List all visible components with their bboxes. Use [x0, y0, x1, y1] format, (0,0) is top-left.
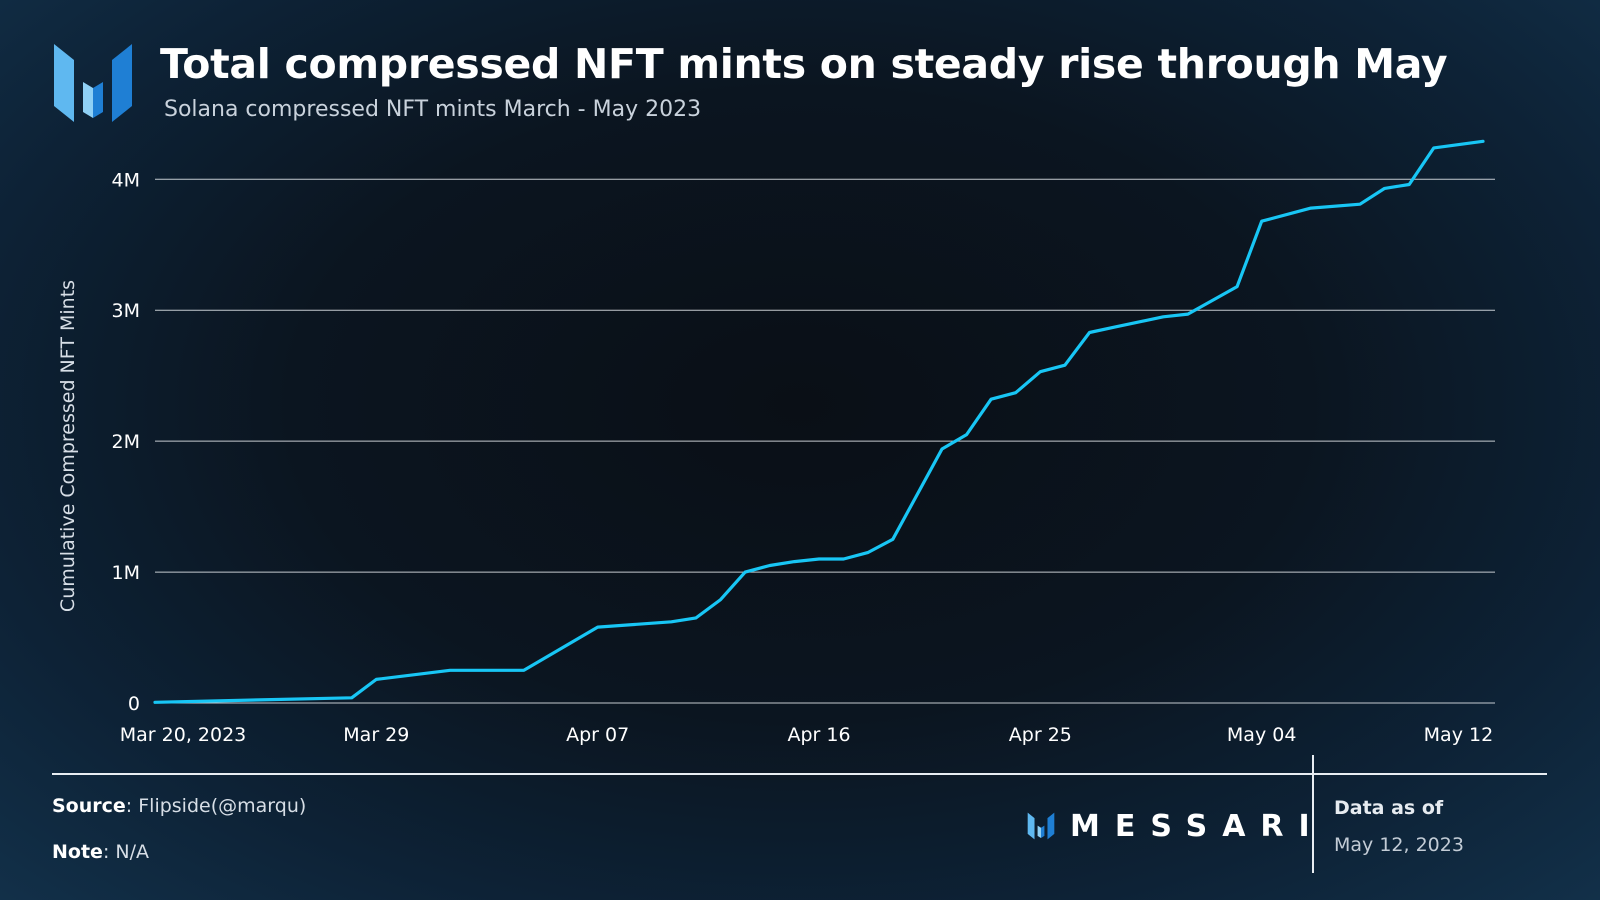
y-tick-label: 0	[128, 693, 140, 715]
y-axis-label: Cumulative Compressed NFT Mints	[57, 280, 79, 612]
x-tick-label: May 12	[1424, 724, 1494, 746]
x-tick-label: Apr 25	[1009, 724, 1072, 746]
messari-brand-name: MESSARI	[1070, 808, 1325, 844]
footer-vertical-divider	[1312, 755, 1314, 873]
series-line	[153, 139, 1485, 704]
source-label: Source	[52, 795, 126, 817]
gridlines	[155, 178, 1495, 704]
note-value: : N/A	[102, 841, 149, 863]
note-label: Note	[52, 841, 103, 863]
y-tick-label: 3M	[112, 300, 140, 322]
note-line: Note: N/A	[52, 841, 149, 863]
x-tick-label: Apr 07	[566, 724, 629, 746]
y-tick-label: 4M	[112, 169, 140, 191]
x-tick-label: Mar 20, 2023	[120, 724, 247, 746]
x-axis-ticks: Mar 20, 2023 Mar 29 Apr 07 Apr 16 Apr 25 May …	[120, 724, 1493, 746]
data-as-of-date: May 12, 2023	[1334, 834, 1464, 856]
source-note: Source: Flipside(@marqu)	[52, 795, 306, 817]
messari-logo-icon	[54, 44, 132, 122]
source-value: : Flipside(@marqu)	[125, 795, 307, 817]
y-tick-label: 1M	[112, 562, 140, 584]
footer-divider	[52, 773, 1547, 775]
x-tick-label: May 04	[1227, 724, 1297, 746]
x-tick-label: Mar 29	[343, 724, 409, 746]
x-tick-label: Apr 16	[787, 724, 850, 746]
messari-wordmark: MESSARI	[1026, 808, 1325, 844]
data-as-of-label: Data as of	[1334, 797, 1444, 819]
y-axis-ticks: 0 1M 2M 3M 4M	[112, 169, 140, 715]
chart-subtitle: Solana compressed NFT mints March - May …	[164, 97, 702, 122]
messari-small-logo-icon	[1027, 812, 1055, 840]
chart-title: Total compressed NFT mints on steady ris…	[160, 40, 1448, 88]
y-tick-label: 2M	[112, 431, 140, 453]
